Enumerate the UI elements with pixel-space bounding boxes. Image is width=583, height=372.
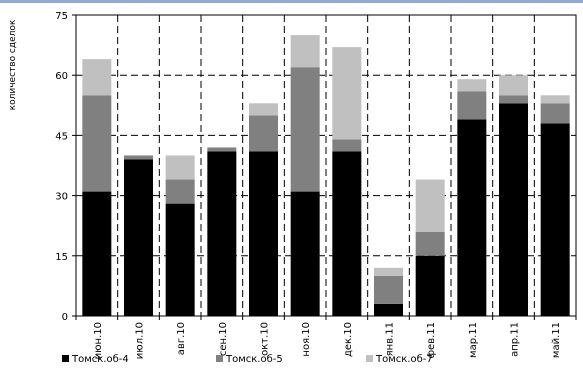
bar-segment <box>374 303 403 316</box>
bar-segment <box>249 103 278 116</box>
x-tick-label: май.11 <box>551 322 562 358</box>
bar-segment <box>457 119 487 316</box>
bar-segment <box>165 179 195 204</box>
x-tick-labels: июн.10 июл.10 авг.10 сен.10 окт.10 ноя.10 дек.… <box>93 322 562 359</box>
bar-segment <box>457 79 487 92</box>
bar-segment <box>374 267 403 276</box>
bar-segment <box>290 67 320 192</box>
legend-swatch <box>216 355 223 362</box>
bar-segment <box>374 275 403 304</box>
grid <box>75 14 577 317</box>
bar-segment <box>499 75 528 96</box>
bar-segment <box>82 95 112 192</box>
bar-segment <box>415 231 445 256</box>
bar-segment <box>540 103 570 124</box>
y-tick-label: 60 <box>55 71 68 82</box>
bar-segment <box>290 191 320 316</box>
x-tick-label: июл.10 <box>135 322 146 359</box>
bar-segment <box>249 115 278 152</box>
y-tick-label: 0 <box>62 312 68 323</box>
bar-segment <box>332 151 362 316</box>
bar-segment <box>457 91 487 120</box>
legend: Томск.об-4 Томск.об-5 Томск.об-7 <box>62 354 433 365</box>
bar-segment <box>207 151 237 316</box>
bar-segment <box>249 151 278 316</box>
legend-swatch <box>62 355 69 362</box>
bar-segment <box>415 179 445 232</box>
bar-segment <box>290 35 320 68</box>
y-tick-label: 75 <box>55 11 68 22</box>
x-tick-label: ноя.10 <box>301 322 312 357</box>
bar-segment <box>499 95 528 104</box>
bar-segment <box>124 155 153 160</box>
bar-segment <box>499 103 528 316</box>
x-tick-label: апр.11 <box>510 322 521 357</box>
x-tick-label: мар.11 <box>468 322 479 358</box>
bar-segment <box>332 47 362 140</box>
bar-segment <box>124 159 153 316</box>
x-tick-label: сен.10 <box>218 322 229 356</box>
x-tick-label: авг.10 <box>176 322 187 355</box>
axes <box>72 14 577 320</box>
legend-label: Томск.об-5 <box>225 354 283 365</box>
x-tick-label: окт.10 <box>260 322 271 356</box>
x-tick-label: янв.11 <box>385 322 396 356</box>
bar-segment <box>540 123 570 316</box>
x-tick-label: фев.11 <box>426 322 437 359</box>
bar-segment <box>332 139 362 152</box>
bar-segment <box>165 203 195 316</box>
y-tick-label: 30 <box>55 192 68 203</box>
y-tick-label: 15 <box>55 252 68 263</box>
bar-segment <box>82 191 112 316</box>
top-accent-line <box>0 0 583 3</box>
bars <box>82 35 570 316</box>
x-tick-label: дек.10 <box>343 322 354 357</box>
bar-segment <box>415 255 445 316</box>
legend-label: Томск.об-7 <box>375 354 433 365</box>
y-tick-label: 45 <box>55 131 68 142</box>
y-axis-label: количество сделок <box>8 19 18 110</box>
legend-label: Томск.об-4 <box>71 354 129 365</box>
bar-segment <box>82 59 112 96</box>
y-tick-labels: 0 15 30 45 60 75 <box>55 11 68 323</box>
bar-segment <box>540 95 570 104</box>
legend-swatch <box>366 355 373 362</box>
bar-segment <box>165 155 195 180</box>
bar-segment <box>207 147 237 152</box>
x-tick-label: июн.10 <box>93 322 104 359</box>
